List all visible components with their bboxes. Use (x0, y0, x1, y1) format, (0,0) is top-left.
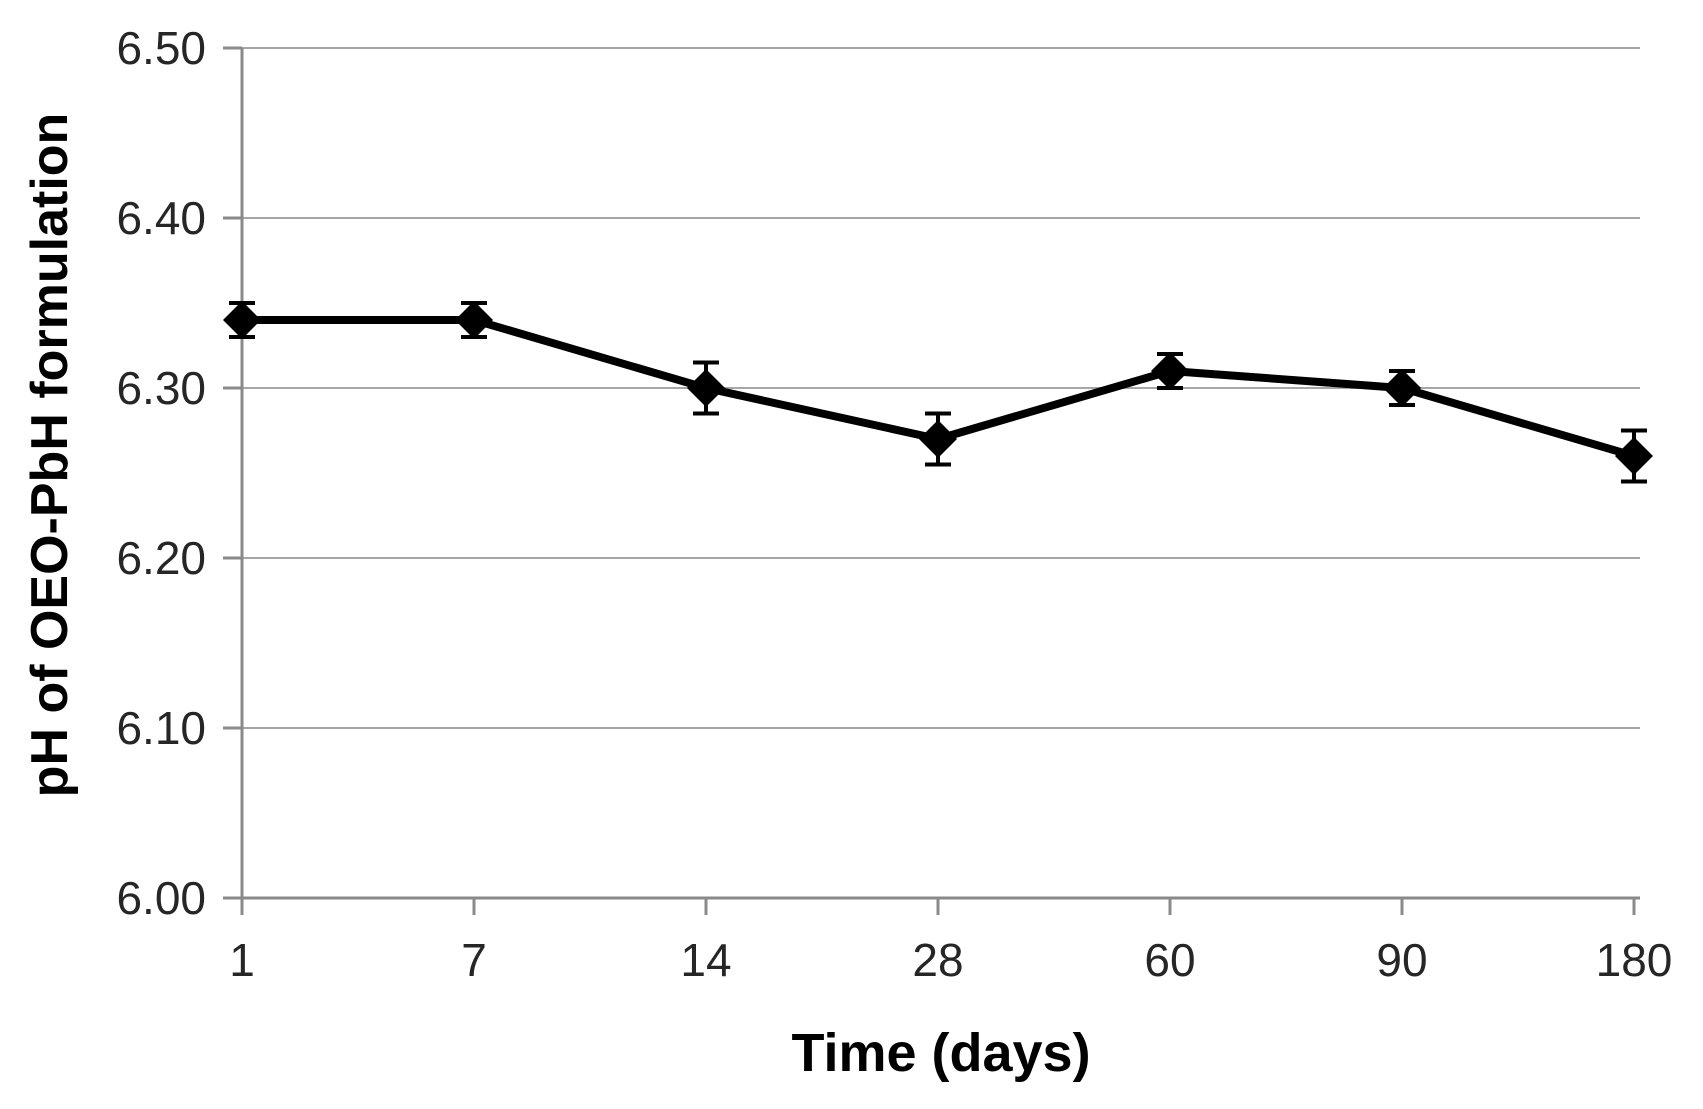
x-tick-label: 90 (1376, 934, 1427, 986)
x-axis-title: Time (days) (791, 1023, 1091, 1083)
y-tick-label: 6.50 (116, 22, 206, 74)
y-tick-label: 6.00 (116, 872, 206, 924)
data-point-marker (455, 301, 493, 339)
x-tick-label: 1 (229, 934, 255, 986)
y-tick-label: 6.10 (116, 702, 206, 754)
x-tick-label: 60 (1144, 934, 1195, 986)
data-point-marker (1615, 437, 1653, 475)
x-tick-label: 28 (912, 934, 963, 986)
data-point-marker (1151, 352, 1189, 390)
y-tick-label: 6.30 (116, 362, 206, 414)
data-point-marker (687, 369, 725, 407)
data-point-marker (1383, 369, 1421, 407)
data-point-marker (919, 420, 957, 458)
x-tick-label: 7 (461, 934, 487, 986)
y-tick-label: 6.40 (116, 192, 206, 244)
y-axis-title: pH of OEO-PbH formulation (21, 112, 79, 798)
x-tick-label: 180 (1596, 934, 1673, 986)
data-point-marker (223, 301, 261, 339)
x-tick-label: 14 (680, 934, 731, 986)
y-tick-label: 6.20 (116, 532, 206, 584)
